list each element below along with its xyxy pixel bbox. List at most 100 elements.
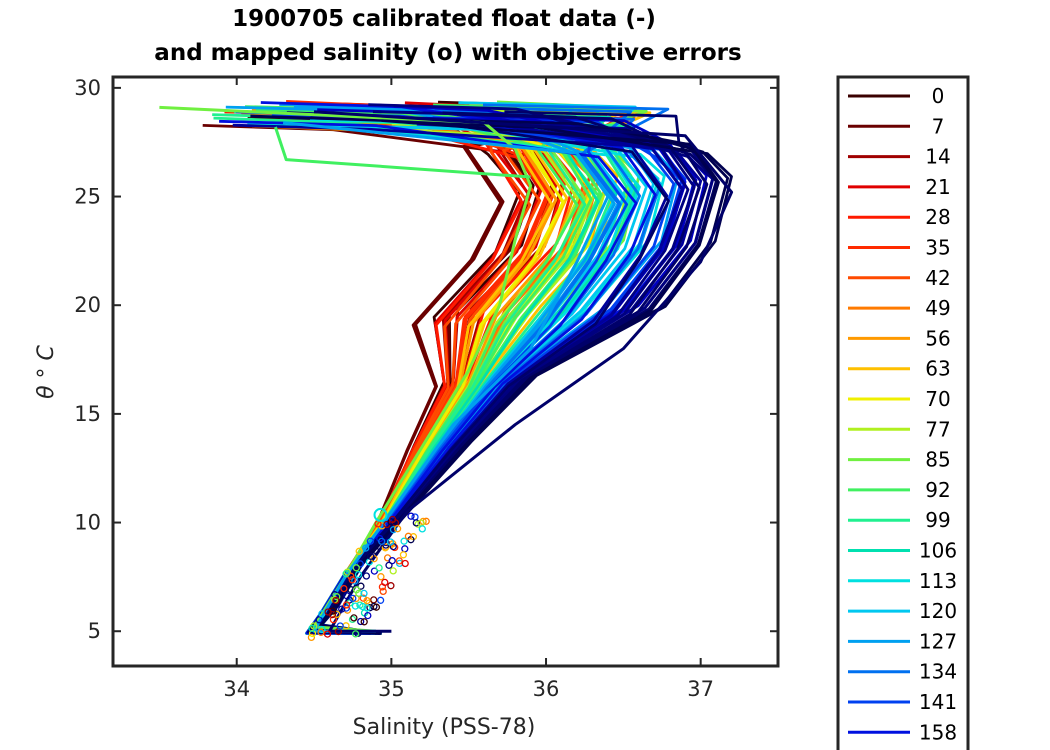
y-tick-label: 5 [88,619,101,643]
mapped-salinity-marker [373,507,388,522]
legend: 0 7 14 21 28 35 42 49 56 63 70 77 85 92 99 106 113 120 127… [836,75,970,750]
mapped-salinity-marker [360,618,368,626]
mapped-salinity-marker [349,594,357,603]
mapped-salinity-marker [351,630,360,638]
mapped-salinity-marker [400,537,408,545]
mapped-salinity-marker [333,593,341,601]
mapped-salinity-marker [364,611,372,620]
mapped-salinity-marker [342,601,351,609]
mapped-salinity-marker [357,617,365,626]
mapped-salinity-marker [407,512,415,520]
mapped-salinity-marker [382,538,390,547]
profile-mid_period [282,121,610,633]
chart-title-line1: 1900705 calibrated float data (-) [232,6,656,32]
axis-ticks: 34 35 36 37 5 10 15 20 25 30 [74,76,778,701]
profile-late_period [313,110,734,633]
legend-label: 35 [925,236,950,260]
legend-label: 56 [925,326,950,350]
mapped-salinity-marker [366,537,375,545]
mapped-salinity-marker [362,572,371,580]
legend-label: 92 [925,478,950,502]
mapped-salinity-marker [343,592,351,600]
mapped-salinity-marker [378,537,386,546]
mapped-salinity-marker [401,559,409,568]
legend-label: 141 [919,690,957,714]
mapped-salinity-marker [352,586,361,594]
mapped-salinity-marker [387,582,395,590]
mapped-salinity-marker [340,584,348,593]
mapped-salinity-marker [412,519,420,527]
mapped-salinity-marker [371,546,380,555]
mapped-salinity-marker [348,576,356,584]
x-tick-label: 36 [533,677,560,701]
legend-label: 99 [925,508,950,532]
legend-label: 49 [925,296,950,320]
y-tick-label: 30 [74,76,101,100]
y-tick-label: 10 [74,511,101,535]
legend-label: 21 [925,175,950,199]
mapped-salinity-marker [389,567,397,575]
mapped-salinity-marker [386,538,395,546]
mapped-salinity-marker [359,602,367,611]
mapped-salinity-marker [381,578,389,587]
y-axis-label: θ ° C [34,344,59,398]
legend-label: 28 [925,205,950,229]
legend-label: 14 [925,145,950,169]
mapped-salinity-marker [418,525,426,533]
mapped-salinity-marker [342,570,350,578]
mapped-salinity-marker [308,624,316,633]
mapped-salinity-marker [357,582,365,590]
legend-label: 70 [925,387,950,411]
mapped-salinity-marker [307,633,316,642]
mapped-salinity-marker [375,564,383,572]
mapped-salinity-marker [385,561,393,569]
plot-frame [111,75,780,668]
mapped-salinity-marker [378,522,386,530]
mapped-salinity-marker [389,526,398,534]
mapped-salinity-marker [348,615,357,624]
legend-box [836,75,970,750]
mapped-salinity-marker [308,629,317,638]
mapped-salinity-marker [370,596,378,604]
legend-label: 106 [919,539,957,563]
mapped-salinity-marker [356,560,364,568]
legend-label: 120 [919,599,957,623]
mapped-salinity-marker [379,587,387,596]
profiles-group [159,100,734,642]
mapped-salinity-marker [338,605,346,613]
y-tick-label: 15 [74,402,101,426]
mapped-salinity-marker [328,607,337,615]
mapped-salinity-marker [376,596,385,604]
mapped-salinity-marker [317,628,325,636]
mapped-salinity-marker [395,557,403,565]
mapped-salinity-marker [388,515,397,524]
legend-label: 85 [925,448,950,472]
y-tick-label: 25 [74,185,101,209]
mapped-salinity-marker [323,630,332,638]
x-tick-label: 37 [687,677,714,701]
mapped-salinity-marker [363,604,371,612]
legend-label: 63 [925,357,950,381]
mapped-salinity-marker [318,610,326,618]
profile-green_spike [273,126,531,179]
mapped-salinity-marker [351,602,360,610]
mapped-salinity-marker [367,552,375,560]
profile-line [316,117,719,635]
mapped-salinity-marker [377,573,385,581]
mapped-salinity-marker [350,614,358,622]
mapped-salinity-marker [401,545,409,553]
legend-label: 158 [919,720,957,744]
mapped-salinity-marker [336,622,344,630]
legend-label: 42 [925,266,950,290]
mapped-salinity-marker [354,570,363,579]
legend-label: 7 [932,114,945,138]
mapped-salinity-marker [315,616,323,624]
legend-label: 77 [925,417,950,441]
mapped-salinity-marker [362,544,370,552]
y-tick-label: 20 [74,293,101,317]
legend-label: 113 [919,569,957,593]
mapped-salinity-marker [342,604,350,612]
mapped-salinity-marker [332,596,340,605]
mapped-salinity-marker [372,603,381,611]
